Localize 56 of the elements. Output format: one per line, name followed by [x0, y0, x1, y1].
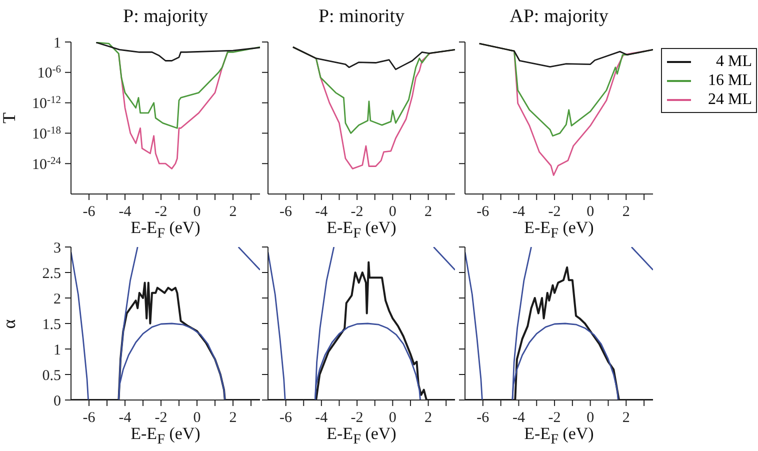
y-tick-label: 2.5 [42, 266, 61, 282]
x-axis-title: E-E$_{F}$ (eV) [130, 218, 200, 242]
x-tick-label: -6 [476, 204, 490, 220]
x-tick-label: 2 [622, 204, 630, 220]
y-tick-label: 1 [54, 342, 61, 358]
x-tick-label: -4 [512, 410, 526, 426]
x-tick-label: -4 [315, 204, 328, 220]
x-tick-label: -6 [82, 204, 96, 220]
chart-title: AP: majority [508, 6, 610, 28]
x-tick-label: 2 [424, 204, 432, 220]
y-tick-label: 10$^{-12}$ [32, 94, 61, 112]
x-tick-label: -4 [118, 204, 132, 220]
x-axis-title: E-E$_{F}$ (eV) [130, 424, 200, 448]
legend-label: 16 ML [708, 72, 752, 90]
x-tick-label: 0 [388, 204, 396, 220]
x-axis-title: E-E$_{F}$ (eV) [326, 218, 396, 242]
x-tick-label: 0 [193, 410, 201, 426]
x-tick-label: 2 [229, 204, 237, 220]
x-tick-label: -6 [82, 410, 96, 426]
x-tick-label: -4 [315, 410, 328, 426]
y-tick-label: 2 [54, 291, 61, 308]
x-tick-label: -2 [548, 204, 561, 220]
y-tick-label: 1 [54, 35, 61, 52]
x-tick-label: 0 [193, 204, 201, 220]
y-tick-label: 3 [54, 240, 61, 256]
x-tick-label: -2 [350, 204, 364, 220]
y-axis-title: T [0, 112, 20, 126]
x-tick-label: 0 [586, 410, 594, 426]
chart-title: P: minority [317, 6, 406, 28]
x-tick-label: 0 [586, 204, 594, 220]
x-tick-label: -6 [280, 204, 293, 220]
x-axis-title: E-E$_{F}$ (eV) [524, 424, 594, 448]
y-axis-title: α [0, 318, 20, 330]
y-tick-label: 10$^{-18}$ [32, 124, 61, 142]
x-tick-label: 2 [424, 410, 432, 426]
x-tick-label: -2 [154, 204, 168, 220]
y-tick-label: 10$^{-6}$ [37, 64, 61, 82]
x-tick-label: -4 [512, 204, 526, 220]
x-axis-title: E-E$_{F}$ (eV) [326, 424, 396, 448]
x-tick-label: 2 [622, 410, 630, 426]
y-tick-label: 10$^{-24}$ [32, 155, 62, 173]
y-tick-label: 0 [54, 393, 61, 410]
y-tick-label: 0.5 [42, 368, 61, 384]
y-tick-label: 1.5 [42, 316, 61, 333]
legend-label: 24 ML [708, 90, 752, 108]
x-tick-label: -2 [350, 410, 364, 426]
x-tick-label: -6 [280, 410, 293, 426]
x-tick-label: -2 [154, 410, 168, 426]
chart-title: P: majority [122, 6, 209, 28]
x-tick-label: 0 [388, 410, 396, 426]
legend-label: 4 ML [716, 52, 752, 70]
x-tick-label: 2 [229, 410, 237, 426]
x-axis-title: E-E$_{F}$ (eV) [524, 218, 594, 242]
x-tick-label: -4 [118, 410, 132, 426]
x-tick-label: -6 [476, 410, 490, 426]
x-tick-label: -2 [548, 410, 561, 426]
